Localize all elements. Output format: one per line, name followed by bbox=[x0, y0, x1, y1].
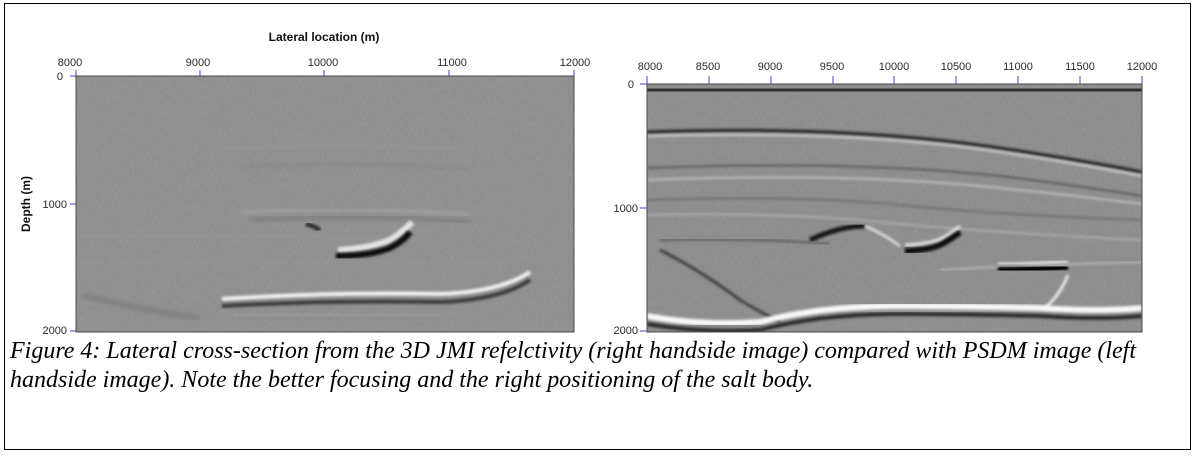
left-x-tick-label: 11000 bbox=[437, 57, 467, 69]
left-y-tick-label: 0 bbox=[57, 71, 63, 83]
figure-caption: Figure 4: Lateral cross-section from the… bbox=[10, 338, 1136, 393]
right-x-tick-label: 11000 bbox=[1003, 61, 1033, 73]
left-y-ticks: 0 1000 2000 bbox=[43, 71, 76, 337]
right-x-tick-label: 10000 bbox=[879, 61, 910, 73]
left-x-tick-label: 8000 bbox=[58, 57, 82, 69]
left-x-axis-title: Lateral location (m) bbox=[269, 30, 380, 44]
right-y-ticks: 0 1000 2000 bbox=[614, 79, 647, 337]
right-x-tick-label: 12000 bbox=[1127, 61, 1158, 73]
right-y-tick-label: 1000 bbox=[614, 203, 638, 215]
left-y-axis-title: Depth (m) bbox=[19, 176, 33, 232]
right-x-ticks: 8000 8500 9000 9500 10000 10500 11000 11… bbox=[638, 61, 1158, 84]
right-y-tick-label: 2000 bbox=[614, 325, 638, 337]
right-x-tick-label: 11500 bbox=[1065, 61, 1095, 73]
left-x-ticks: 8000 9000 10000 11000 12000 bbox=[58, 57, 591, 76]
right-x-tick-label: 8500 bbox=[696, 61, 720, 73]
left-x-tick-label: 12000 bbox=[560, 57, 591, 69]
right-y-tick-label: 0 bbox=[628, 79, 634, 91]
left-y-tick-label: 2000 bbox=[43, 325, 67, 337]
right-x-tick-label: 8000 bbox=[638, 61, 662, 73]
right-x-tick-label: 10500 bbox=[941, 61, 972, 73]
left-y-tick-label: 1000 bbox=[43, 199, 67, 211]
right-seismic-panel bbox=[647, 84, 1142, 332]
left-seismic-panel bbox=[76, 76, 574, 332]
right-x-tick-label: 9500 bbox=[820, 61, 844, 73]
left-x-tick-label: 10000 bbox=[308, 57, 339, 69]
right-x-tick-label: 9000 bbox=[758, 61, 782, 73]
left-x-tick-label: 9000 bbox=[186, 57, 210, 69]
